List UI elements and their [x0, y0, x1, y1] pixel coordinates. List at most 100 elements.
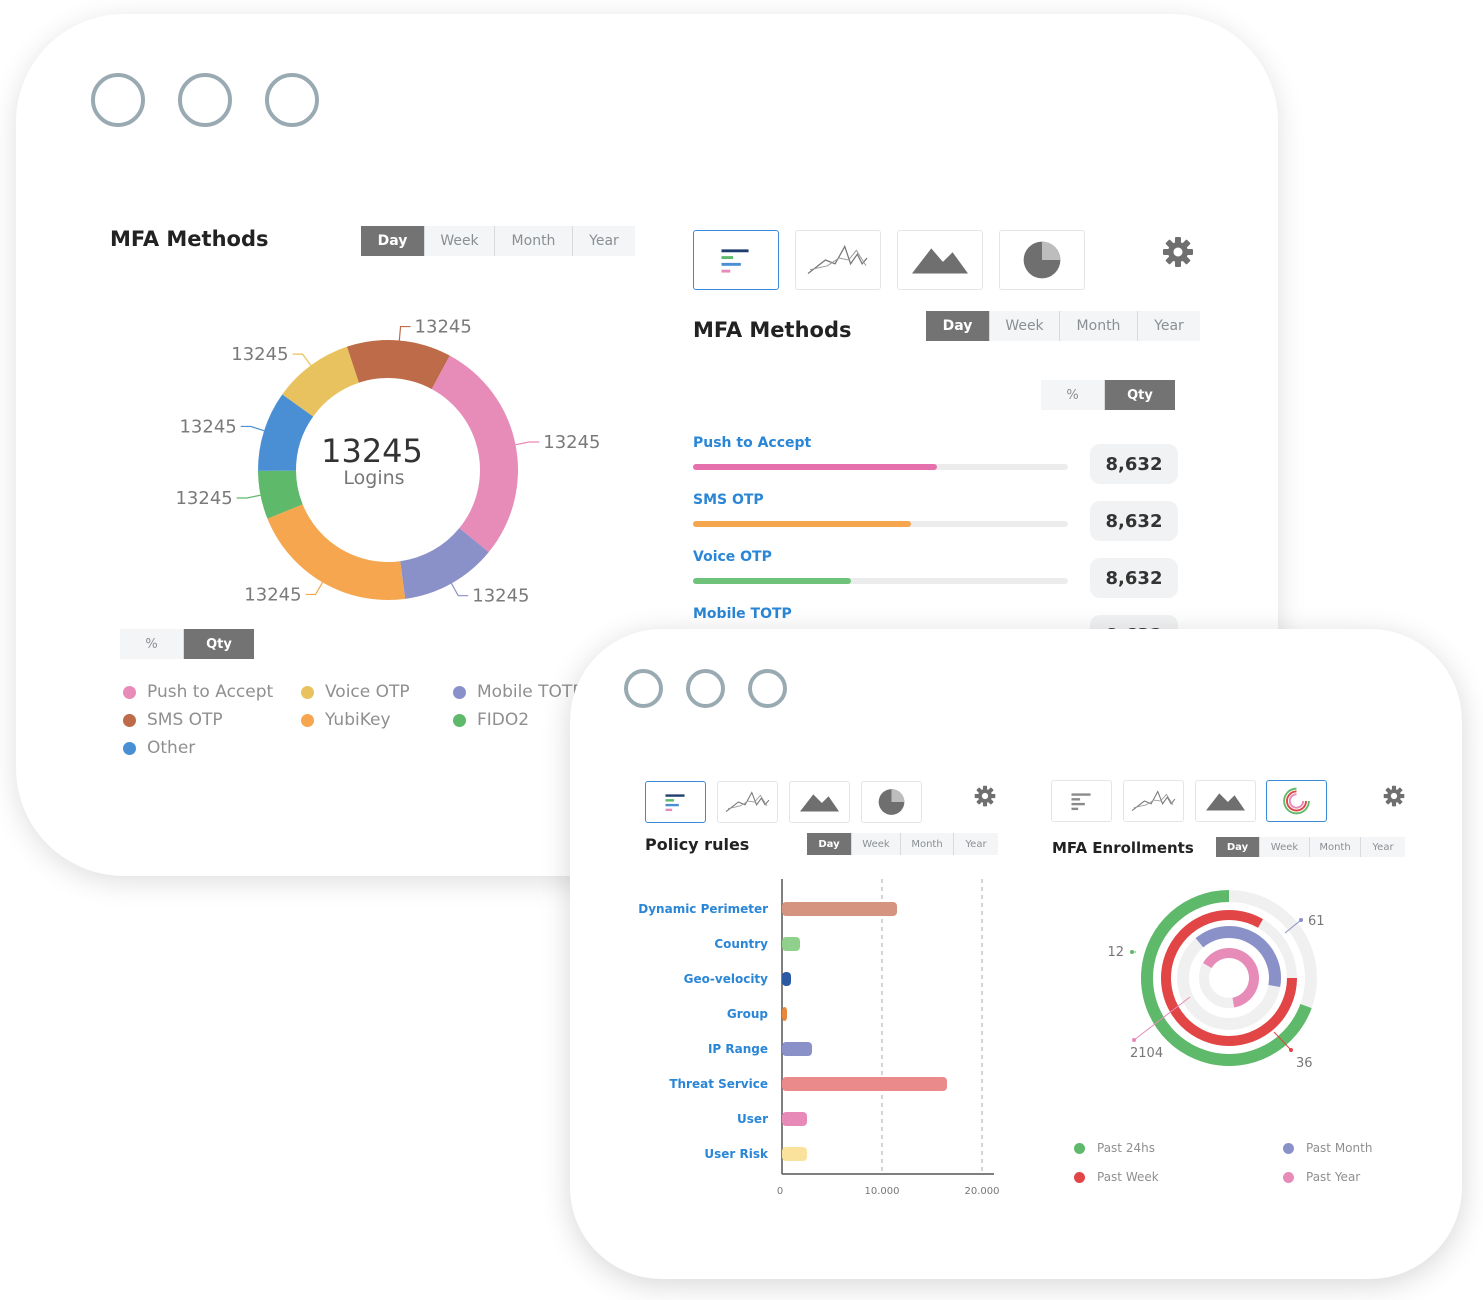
legend-item[interactable]: Other — [123, 738, 195, 758]
donut-center-label: Logins — [343, 467, 404, 489]
range-option[interactable]: Year — [1372, 841, 1394, 853]
panel-title: MFA Enrollments — [1052, 839, 1194, 857]
callout-line — [1133, 996, 1191, 1041]
method-label: Voice OTP — [693, 549, 772, 565]
area-chart-button[interactable] — [1195, 780, 1256, 822]
legend-label: Past 24hs — [1097, 1141, 1155, 1155]
method-label: SMS OTP — [693, 492, 764, 508]
range-option[interactable]: Year — [589, 233, 619, 249]
bar-chart-button[interactable] — [645, 781, 706, 823]
area-chart-button[interactable] — [897, 230, 983, 290]
donut-segment[interactable] — [258, 394, 314, 471]
donut-segment[interactable] — [267, 504, 406, 600]
legend-item[interactable]: Mobile TOTP — [453, 682, 583, 702]
range-option[interactable]: Day — [807, 833, 852, 855]
range-option[interactable]: Year — [1154, 318, 1184, 334]
legend-item[interactable]: SMS OTP — [123, 710, 223, 730]
bar-chart-button[interactable] — [693, 230, 779, 290]
legend-item[interactable]: Past Month — [1283, 1141, 1372, 1155]
legend-item[interactable]: FIDO2 — [453, 710, 529, 730]
range-option[interactable]: Year — [965, 838, 987, 850]
window-control-circle[interactable] — [265, 73, 319, 127]
policy-bar[interactable] — [782, 1042, 812, 1056]
range-option[interactable]: Week — [852, 833, 901, 855]
radial-arc[interactable] — [1195, 926, 1281, 988]
method-value: 8,632 — [1090, 501, 1178, 541]
radial-enrollment-chart: 61 12 2104 36 — [1107, 890, 1325, 1071]
radial-arc[interactable] — [1203, 948, 1259, 1008]
method-progress-track — [693, 521, 1068, 527]
window-control-circle[interactable] — [178, 73, 232, 127]
legend-item[interactable]: Past 24hs — [1074, 1141, 1155, 1155]
range-option[interactable]: Day — [361, 226, 425, 256]
bar-chart-button[interactable] — [1051, 780, 1112, 822]
callout-line — [1273, 1031, 1292, 1051]
policy-bar[interactable] — [782, 1112, 807, 1126]
legend-label: Other — [147, 738, 196, 758]
legend-item[interactable]: Voice OTP — [301, 682, 410, 702]
range-option[interactable]: Day — [1216, 837, 1260, 857]
radial-arc[interactable] — [1141, 890, 1312, 1066]
gear-icon[interactable] — [974, 785, 996, 807]
category-label: User Risk — [704, 1147, 769, 1161]
legend-dot — [123, 741, 136, 755]
window-control-circle[interactable] — [91, 73, 145, 127]
legend-item[interactable]: Past Week — [1074, 1170, 1159, 1184]
range-option[interactable]: Day — [926, 311, 990, 341]
gear-icon[interactable] — [1162, 236, 1194, 268]
gear-icon[interactable] — [1383, 785, 1405, 807]
line-chart-icon — [807, 244, 868, 275]
method-progress-track — [693, 464, 1068, 470]
line-chart-button[interactable] — [795, 230, 881, 290]
policy-bar[interactable] — [782, 972, 791, 986]
pie-chart-button[interactable] — [999, 230, 1085, 290]
donut-segment[interactable] — [400, 528, 489, 599]
window-control-circle[interactable] — [624, 669, 663, 708]
donut-center-value: 13245 — [321, 432, 423, 470]
policy-enrollments-window: Policy rules Day Week Month Year Dynamic Pe… — [570, 629, 1462, 1279]
legend-item[interactable]: Push to Accept — [123, 682, 273, 702]
legend-dot — [123, 685, 136, 699]
range-option[interactable]: Month — [1060, 311, 1138, 341]
radial-chart-button[interactable] — [1266, 780, 1327, 822]
bar-chart-icon — [721, 249, 749, 273]
donut-segment[interactable] — [258, 470, 303, 519]
pie-chart-button[interactable] — [861, 781, 922, 823]
donut-segment[interactable] — [282, 346, 359, 417]
donut-leader-line — [240, 425, 265, 432]
range-option[interactable]: Qty — [184, 629, 254, 659]
category-label: Threat Service — [669, 1077, 768, 1091]
callout-value: 61 — [1308, 914, 1325, 929]
policy-bar[interactable] — [782, 1077, 947, 1091]
range-option[interactable]: Qty — [1105, 380, 1175, 410]
donut-segment[interactable] — [431, 355, 518, 553]
area-chart-button[interactable] — [789, 781, 850, 823]
range-option[interactable]: Week — [425, 226, 495, 256]
range-option[interactable]: Week — [990, 311, 1060, 341]
range-option[interactable]: % — [1041, 380, 1105, 410]
window-control-circle[interactable] — [748, 669, 787, 708]
range-tabs: Day Week Month Year — [1216, 837, 1405, 857]
legend-item[interactable]: Past Year — [1283, 1170, 1360, 1184]
window-control-circle[interactable] — [686, 669, 725, 708]
category-label: Country — [714, 937, 768, 951]
donut-segment-label: 13245 — [179, 416, 236, 437]
policy-bar[interactable] — [782, 902, 897, 916]
range-option[interactable]: Month — [1310, 837, 1361, 857]
policy-bar[interactable] — [782, 1007, 787, 1021]
range-option[interactable]: % — [120, 629, 184, 659]
donut-segment-label: 13245 — [415, 317, 472, 338]
range-option[interactable]: Month — [901, 833, 954, 855]
range-option[interactable]: Week — [1260, 837, 1310, 857]
area-chart-icon — [1205, 793, 1246, 811]
policy-bar[interactable] — [782, 937, 800, 951]
policy-bar[interactable] — [782, 1147, 807, 1161]
donut-segment-label: 13245 — [472, 586, 529, 607]
donut-segment[interactable] — [346, 340, 450, 390]
range-tabs: Day Week Month Year — [807, 833, 998, 855]
line-chart-button[interactable] — [717, 781, 778, 823]
legend-item[interactable]: YubiKey — [301, 710, 391, 730]
range-option[interactable]: Month — [495, 226, 573, 256]
donut-leader-line — [236, 494, 261, 499]
line-chart-button[interactable] — [1123, 780, 1184, 822]
